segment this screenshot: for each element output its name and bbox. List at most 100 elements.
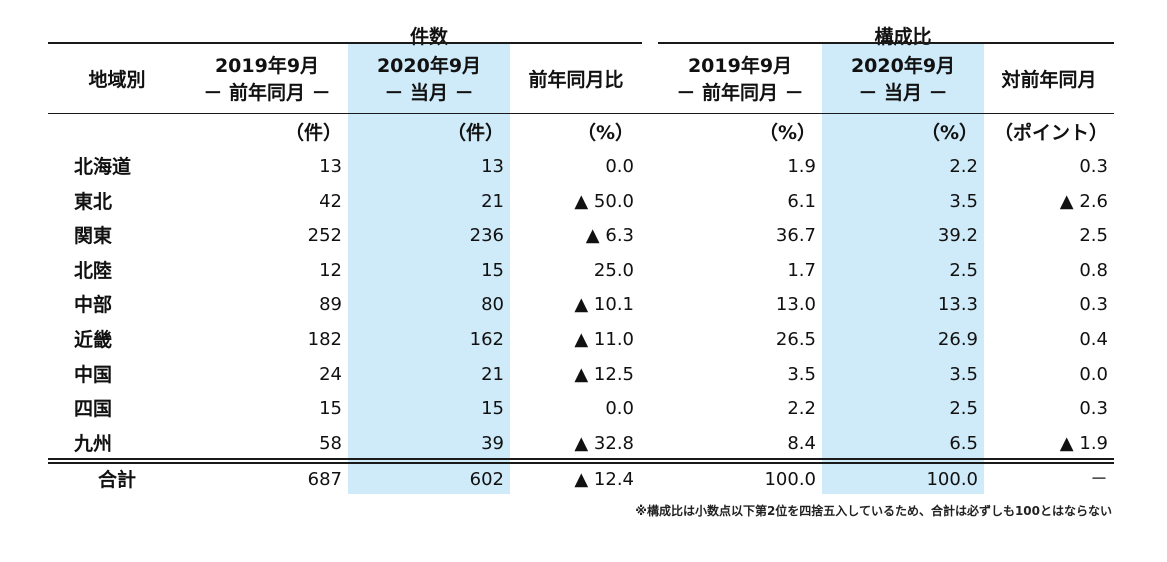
region-name: 関東: [74, 225, 113, 248]
cell-pyoy: 0.8: [1079, 259, 1108, 281]
region-name: 中部: [74, 294, 113, 317]
cell-yoy: ▲ 50.0: [574, 190, 634, 212]
region-name: 中国: [74, 363, 113, 386]
cell-p2019: 3.5: [787, 363, 816, 385]
header-pct-2019: 2019年9月 － 前年同月 －: [658, 48, 822, 112]
cell-p2020: 2.5: [949, 398, 978, 420]
top-rule-left: [48, 42, 642, 44]
header-point-change-label: 対前年同月: [1001, 68, 1097, 91]
cell-p2019: 1.7: [787, 259, 816, 281]
unit-count-2020: （件）: [446, 122, 504, 144]
cell-c2020: 162: [469, 329, 504, 350]
cell-c2019: 15: [319, 398, 342, 420]
cell-c2019: 42: [319, 190, 342, 212]
cell-c2019: 12: [319, 259, 342, 281]
header-rule: [48, 113, 1114, 114]
cell-pyoy: 0.3: [1079, 294, 1108, 316]
header-pct-2020: 2020年9月 － 当月 －: [822, 48, 984, 112]
region-name: 近畿: [74, 329, 113, 351]
header-yoy: 前年同月比: [510, 48, 642, 112]
cell-pyoy: 0.3: [1079, 398, 1108, 420]
cell-yoy: 0.0: [605, 156, 634, 177]
cell-yoy: ▲ 11.0: [574, 329, 634, 350]
header-region-label: 地域別: [88, 68, 146, 91]
cell-pyoy: 0.3: [1079, 156, 1108, 177]
cell-c2020: 80: [481, 294, 504, 316]
cell-c2020: 15: [481, 398, 504, 420]
unit-count-2019: （件）: [284, 122, 342, 144]
cell-c2019: 89: [319, 294, 342, 316]
header-count-2020: 2020年9月 － 当月 －: [348, 48, 510, 112]
unit-pct-2020: （%）: [920, 122, 978, 144]
cell-p2019: 8.4: [787, 432, 816, 454]
group-header-composition: 構成比: [874, 26, 932, 48]
region-name: 北陸: [74, 259, 113, 282]
highlight-pct-2020: [822, 44, 984, 494]
total-rule-top: [48, 458, 1114, 460]
cell-yoy: ▲ 32.8: [574, 432, 634, 454]
top-rule-right: [658, 42, 1114, 44]
cell-pyoy: ▲ 2.6: [1059, 190, 1108, 212]
header-pct-2019-line1: 2019年9月: [687, 55, 793, 77]
header-pct-2020-line2: － 当月 －: [858, 82, 948, 104]
total-pct-2020: 100.0: [926, 469, 978, 490]
cell-p2019: 2.2: [787, 398, 816, 420]
cell-p2020: 2.2: [949, 156, 978, 177]
footnote: ※構成比は小数点以下第2位を四捨五入しているため、合計は必ずしも100とはならな…: [635, 504, 1112, 518]
region-name: 九州: [74, 432, 113, 455]
group-header-count: 件数: [409, 26, 448, 48]
cell-c2019: 13: [319, 156, 342, 177]
cell-p2020: 3.5: [949, 363, 978, 385]
cell-c2020: 21: [481, 363, 504, 385]
cell-p2019: 6.1: [787, 190, 816, 212]
header-count-2020-line1: 2020年9月: [376, 55, 482, 77]
header-point-change: 対前年同月: [984, 48, 1114, 112]
total-label: 合計: [97, 469, 136, 491]
cell-yoy: ▲ 12.5: [574, 363, 634, 385]
header-count-2019: 2019年9月 － 前年同月 －: [186, 48, 348, 112]
cell-p2020: 3.5: [949, 190, 978, 212]
cell-c2020: 15: [481, 259, 504, 281]
cell-pyoy: 0.0: [1079, 363, 1108, 385]
total-count-2019: 687: [307, 469, 342, 490]
cell-c2020: 21: [481, 190, 504, 212]
total-count-2020: 602: [469, 469, 504, 490]
cell-p2019: 26.5: [775, 329, 816, 350]
cell-c2019: 24: [319, 363, 342, 385]
cell-c2020: 39: [481, 432, 504, 454]
cell-p2020: 39.2: [937, 225, 978, 247]
region-name: 北海道: [74, 156, 132, 178]
total-point-change: －: [1090, 469, 1108, 490]
cell-p2019: 1.9: [787, 156, 816, 177]
cell-p2020: 2.5: [949, 259, 978, 281]
cell-p2020: 26.9: [937, 329, 978, 350]
header-yoy-label: 前年同月比: [528, 68, 624, 91]
header-pct-2019-line2: － 前年同月 －: [676, 82, 804, 104]
header-region: 地域別: [48, 48, 186, 112]
unit-yoy: （%）: [576, 122, 634, 144]
cell-yoy: ▲ 6.3: [585, 225, 634, 247]
region-name: 四国: [74, 398, 113, 421]
cell-pyoy: ▲ 1.9: [1059, 432, 1108, 454]
cell-c2019: 182: [307, 329, 342, 350]
region-name: 東北: [74, 190, 113, 213]
total-yoy: ▲ 12.4: [574, 469, 634, 490]
header-count-2019-line1: 2019年9月: [214, 55, 320, 77]
cell-pyoy: 2.5: [1079, 225, 1108, 247]
header-pct-2020-line1: 2020年9月: [850, 55, 956, 77]
total-rule-bottom: [48, 462, 1114, 464]
highlight-count-2020: [348, 44, 510, 494]
cell-yoy: 25.0: [593, 259, 634, 281]
cell-c2020: 236: [469, 225, 504, 247]
cell-p2020: 6.5: [949, 432, 978, 454]
cell-c2019: 58: [319, 432, 342, 454]
header-count-2019-line2: － 前年同月 －: [203, 82, 331, 104]
cell-yoy: ▲ 10.1: [574, 294, 634, 316]
unit-point-change: （ポイント）: [993, 122, 1108, 144]
header-count-2020-line2: － 当月 －: [384, 82, 474, 104]
cell-p2020: 13.3: [937, 294, 978, 316]
cell-p2019: 13.0: [775, 294, 816, 316]
cell-pyoy: 0.4: [1079, 329, 1108, 350]
total-pct-2019: 100.0: [764, 469, 816, 490]
